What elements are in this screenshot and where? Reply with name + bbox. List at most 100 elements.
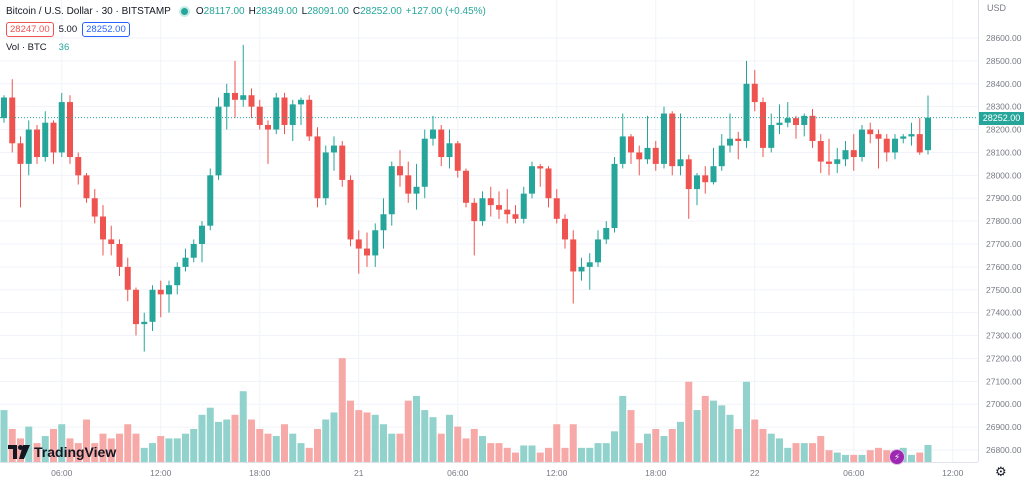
volume-bar xyxy=(767,433,775,462)
volume-bar xyxy=(809,443,816,462)
volume-bar xyxy=(858,454,866,462)
price-tick-label: 28200.00 xyxy=(986,125,1022,135)
sell-price-button[interactable]: 28247.00 xyxy=(6,21,54,37)
tradingview-logo[interactable]: TradingView xyxy=(8,444,116,460)
candle-body xyxy=(603,227,610,240)
tradingview-logo-icon xyxy=(8,445,30,459)
price-tick-label: 27600.00 xyxy=(986,262,1022,272)
price-axis[interactable]: 26800.00 26900.00 27000.00 27100.00 27200.00… xyxy=(986,33,1022,455)
candle-body xyxy=(430,129,436,139)
candle-body xyxy=(702,175,709,183)
volume-bar xyxy=(107,438,115,462)
price-tick-label: 26800.00 xyxy=(986,445,1022,455)
candle-body xyxy=(520,193,527,219)
candle-body xyxy=(809,115,816,141)
candlestick-series xyxy=(1,44,931,352)
candle-body xyxy=(570,239,577,272)
symbol-title[interactable]: Bitcoin / U.S. Dollar · 30 · BITSTAMP xyxy=(6,5,171,17)
volume-bar xyxy=(239,391,247,462)
candle-body xyxy=(496,205,502,210)
candle-body xyxy=(694,175,700,190)
candle-body xyxy=(925,117,931,151)
volume-bar xyxy=(850,454,858,462)
candle-body xyxy=(298,99,304,105)
candle-body xyxy=(199,225,205,244)
candle-body xyxy=(421,138,428,187)
candle-body xyxy=(108,239,115,244)
candle-body xyxy=(718,145,725,167)
candle-body xyxy=(50,122,57,153)
candle-body xyxy=(207,175,214,226)
candle-body xyxy=(256,106,263,125)
gear-icon[interactable]: ⚙ xyxy=(995,464,1007,479)
candle-body xyxy=(339,145,346,180)
volume-bar xyxy=(173,438,181,462)
volume-bar xyxy=(305,447,313,462)
volume-bar xyxy=(644,433,651,462)
price-tick-label: 27100.00 xyxy=(986,376,1022,386)
volume-bar xyxy=(817,436,825,462)
volume-bar xyxy=(132,433,140,462)
volume-bar xyxy=(462,438,470,462)
time-tick-label: 06:00 xyxy=(51,468,73,478)
candle-body xyxy=(743,83,750,141)
candle-body xyxy=(916,134,923,153)
candle-body xyxy=(91,198,98,217)
volume-bar xyxy=(157,436,165,462)
candle-body xyxy=(859,129,865,158)
candle-body xyxy=(801,115,808,125)
time-axis[interactable]: 06:00 12:00 18:00 21 06:00 12:00 18:00 22 06:00 1… xyxy=(51,468,964,478)
open-label: O xyxy=(195,5,204,17)
volume-bar xyxy=(561,447,569,462)
volume-bar xyxy=(611,431,618,462)
candle-body xyxy=(900,136,907,139)
volume-bar xyxy=(446,414,453,462)
volume-bar xyxy=(710,400,717,462)
candle-body xyxy=(669,113,676,167)
volume-bar xyxy=(916,452,924,462)
volume-bar xyxy=(74,443,82,462)
volume-bar xyxy=(569,424,577,462)
volume-bar xyxy=(413,395,420,462)
volume-bar xyxy=(545,447,552,462)
volume-bar xyxy=(322,419,330,462)
volume-bar xyxy=(512,452,519,462)
volume-bar xyxy=(520,445,528,462)
candle-body xyxy=(58,102,65,153)
candle-body xyxy=(471,202,478,222)
candle-body xyxy=(784,118,791,123)
volume-bars xyxy=(0,358,932,462)
candle-body xyxy=(545,168,552,199)
price-tick-label: 26900.00 xyxy=(986,422,1022,432)
candle-body xyxy=(619,136,626,164)
candle-body xyxy=(314,136,321,199)
currency-label[interactable]: USD xyxy=(987,3,1007,13)
candle-body xyxy=(273,97,280,130)
candle-body xyxy=(875,134,882,139)
candle-body xyxy=(908,134,915,137)
volume-bar xyxy=(256,428,264,462)
volume-bar xyxy=(586,447,594,462)
open-value: 28117.00 xyxy=(203,5,245,17)
candle-body xyxy=(768,124,775,148)
volume-bar xyxy=(668,428,676,462)
candle-body xyxy=(677,159,684,167)
volume-bar xyxy=(355,410,363,462)
volume-bar xyxy=(223,419,231,462)
price-tick-label: 27700.00 xyxy=(986,239,1022,249)
volume-bar xyxy=(726,414,734,462)
buy-price-button[interactable]: 28252.00 xyxy=(82,21,130,37)
candle-body xyxy=(850,150,857,158)
volume-bar xyxy=(528,445,536,462)
candle-body xyxy=(380,214,387,231)
brand-name: TradingView xyxy=(34,444,117,460)
volume-bar xyxy=(182,433,189,462)
volume-bar xyxy=(429,417,437,462)
lightning-icon[interactable]: ⚡ xyxy=(889,449,905,465)
volume-legend[interactable]: Vol · BTC 36 xyxy=(6,42,490,53)
volume-bar xyxy=(652,428,660,462)
price-tick-label: 27300.00 xyxy=(986,331,1022,341)
candle-body xyxy=(553,198,560,219)
